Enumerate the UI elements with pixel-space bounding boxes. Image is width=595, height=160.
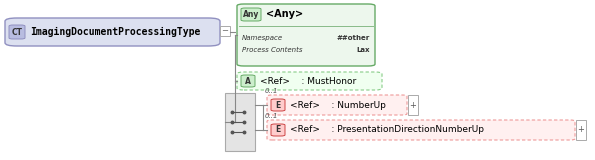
Text: 0..1: 0..1 [265, 113, 278, 119]
Text: +: + [578, 125, 584, 135]
Text: CT: CT [11, 28, 23, 36]
Bar [408, 95, 418, 115]
Text: −: − [221, 27, 228, 36]
Text: ##other: ##other [337, 35, 370, 41]
Text: A: A [245, 76, 251, 85]
FancyBboxPatch shape [241, 75, 255, 87]
Bar [220, 26, 230, 36]
Text: Lax: Lax [356, 47, 370, 53]
Text: Process Contents: Process Contents [242, 47, 302, 53]
FancyBboxPatch shape [5, 18, 220, 46]
FancyBboxPatch shape [237, 4, 375, 66]
Bar [225, 93, 255, 151]
FancyBboxPatch shape [9, 25, 25, 39]
Text: E: E [275, 100, 281, 109]
Text: Namespace: Namespace [242, 35, 283, 41]
Text: +: + [409, 100, 416, 109]
FancyBboxPatch shape [271, 124, 285, 136]
FancyBboxPatch shape [267, 95, 407, 115]
Text: E: E [275, 125, 281, 135]
FancyBboxPatch shape [271, 99, 285, 111]
Text: 0..1: 0..1 [265, 88, 278, 94]
FancyBboxPatch shape [241, 8, 261, 21]
Bar [576, 120, 586, 140]
Text: <Ref>    : MustHonor: <Ref> : MustHonor [260, 76, 356, 85]
Text: <Ref>    : PresentationDirectionNumberUp: <Ref> : PresentationDirectionNumberUp [290, 125, 484, 135]
Text: ImagingDocumentProcessingType: ImagingDocumentProcessingType [30, 27, 201, 37]
FancyBboxPatch shape [267, 120, 575, 140]
Text: <Any>: <Any> [266, 9, 303, 19]
Text: Any: Any [243, 10, 259, 19]
FancyBboxPatch shape [237, 72, 382, 90]
Text: <Ref>    : NumberUp: <Ref> : NumberUp [290, 100, 386, 109]
